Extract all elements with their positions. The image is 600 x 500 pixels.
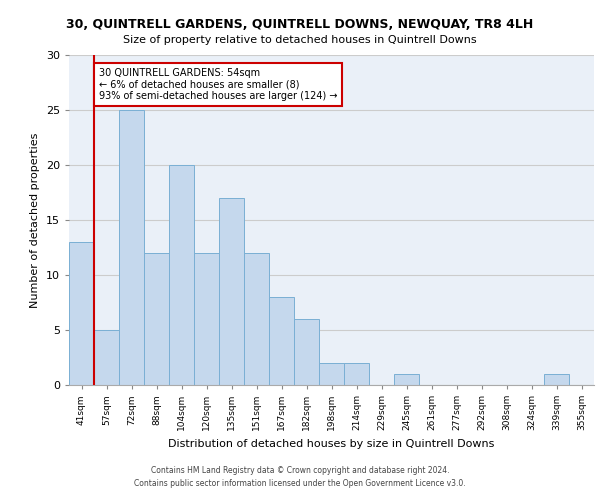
- Bar: [319, 363, 344, 385]
- Bar: [119, 110, 144, 385]
- Bar: [294, 319, 319, 385]
- Bar: [544, 374, 569, 385]
- Bar: [94, 330, 119, 385]
- Text: 30, QUINTRELL GARDENS, QUINTRELL DOWNS, NEWQUAY, TR8 4LH: 30, QUINTRELL GARDENS, QUINTRELL DOWNS, …: [67, 18, 533, 30]
- Bar: [394, 374, 419, 385]
- Bar: [169, 165, 194, 385]
- Text: 30 QUINTRELL GARDENS: 54sqm
← 6% of detached houses are smaller (8)
93% of semi-: 30 QUINTRELL GARDENS: 54sqm ← 6% of deta…: [99, 68, 337, 102]
- Bar: [344, 363, 369, 385]
- X-axis label: Distribution of detached houses by size in Quintrell Downs: Distribution of detached houses by size …: [169, 438, 494, 448]
- Text: Contains HM Land Registry data © Crown copyright and database right 2024.
Contai: Contains HM Land Registry data © Crown c…: [134, 466, 466, 487]
- Bar: [244, 253, 269, 385]
- Bar: [144, 253, 169, 385]
- Bar: [269, 297, 294, 385]
- Text: Size of property relative to detached houses in Quintrell Downs: Size of property relative to detached ho…: [123, 35, 477, 45]
- Y-axis label: Number of detached properties: Number of detached properties: [30, 132, 40, 308]
- Bar: [219, 198, 244, 385]
- Bar: [194, 253, 219, 385]
- Bar: [69, 242, 94, 385]
